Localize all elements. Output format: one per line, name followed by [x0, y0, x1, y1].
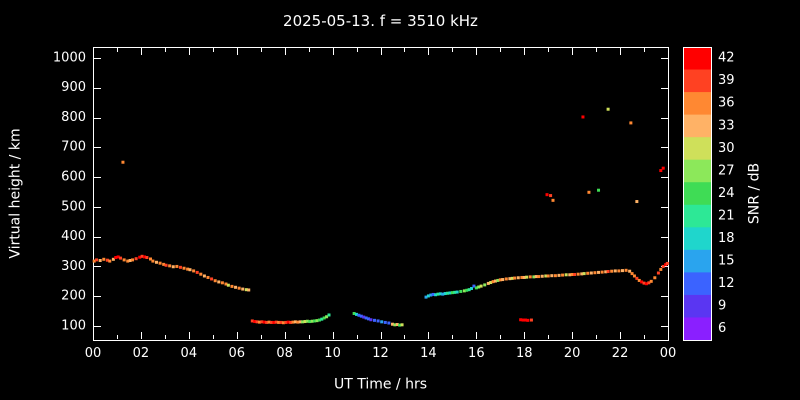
chart-title: 2025-05-13. f = 3510 kHz: [283, 12, 478, 30]
